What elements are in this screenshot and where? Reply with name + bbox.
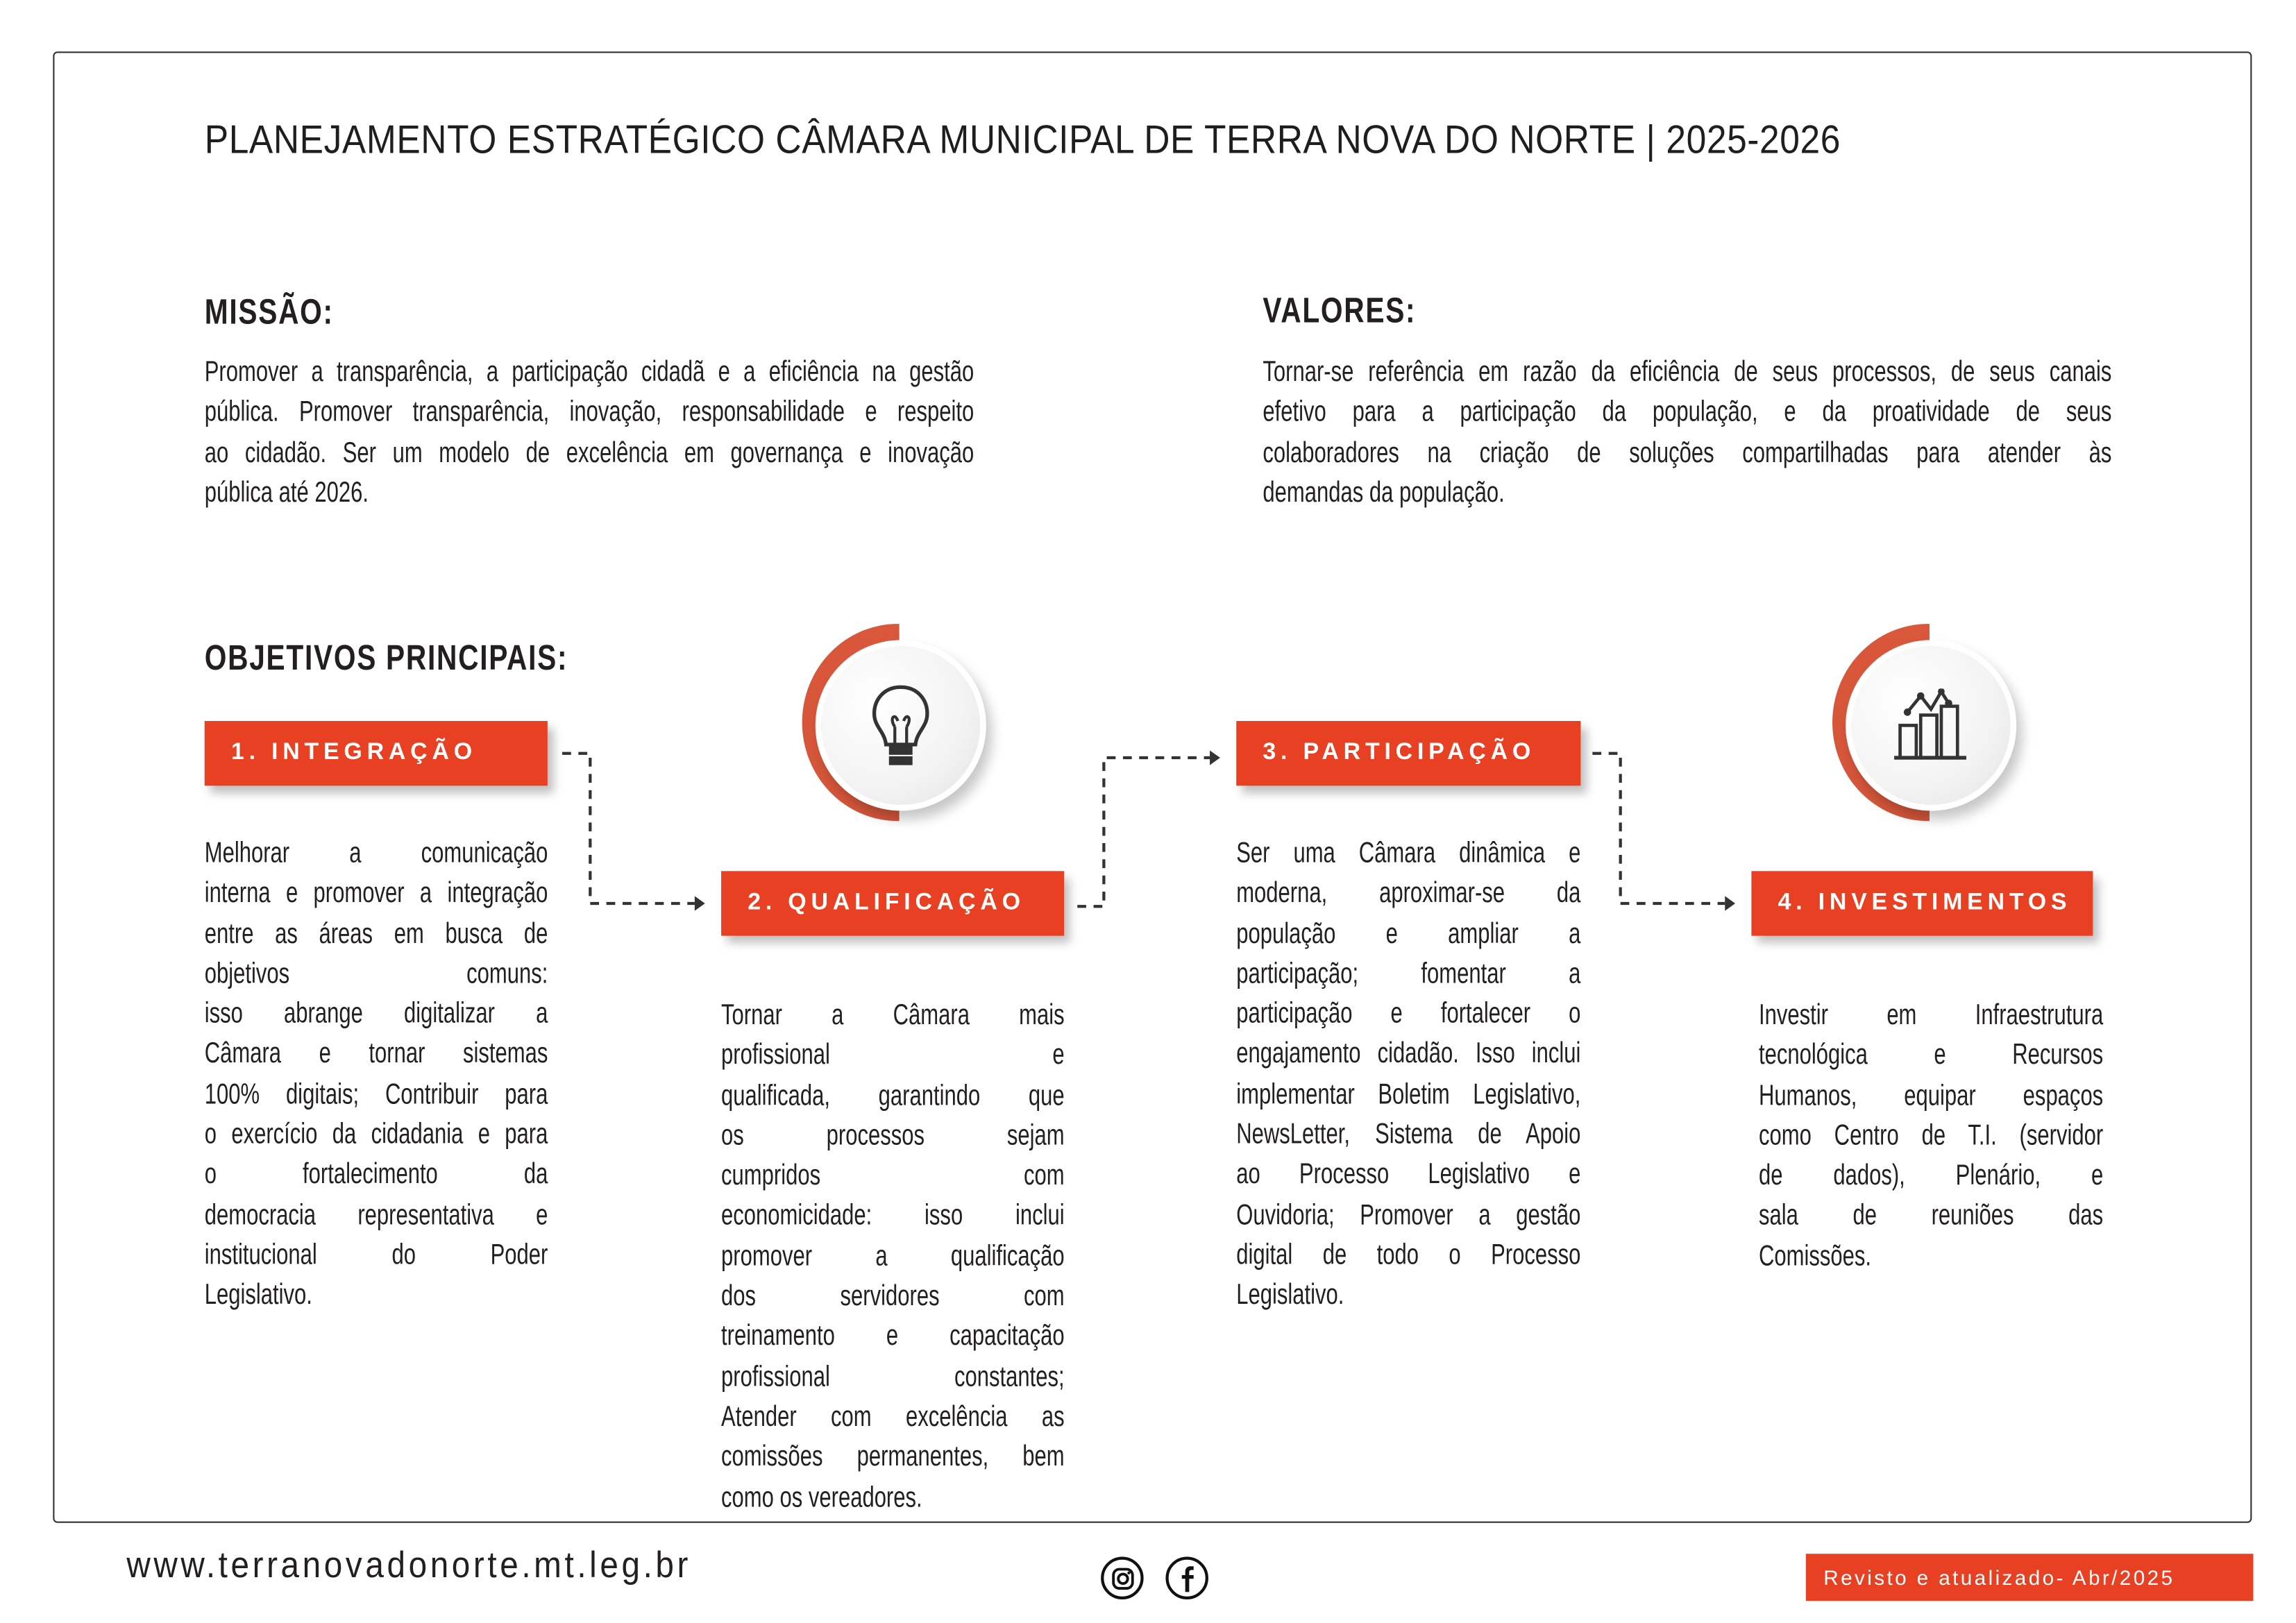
text-line: Comissões. <box>1758 1240 1872 1273</box>
connector-1-2 <box>562 751 695 906</box>
text-line: pública. Promover transparência, inovaçã… <box>204 396 974 429</box>
text-line: Tornar-se referência em razão da eficiên… <box>1263 356 2112 389</box>
text-line: os processos sejam <box>721 1119 1065 1153</box>
text-line: Legislativo. <box>1236 1279 1344 1311</box>
text-line: objetivos comuns: <box>204 958 548 990</box>
objective-3-label: 3. PARTICIPAÇÃO <box>1236 721 1581 786</box>
text-line: entre as áreas em busca de <box>204 917 548 950</box>
text-line: institucional do Poder <box>204 1239 548 1272</box>
text-line: qualificada, garantindo que <box>721 1079 1065 1112</box>
text-line: Investir em Infraestrutura <box>1758 999 2104 1032</box>
text-line: isso abrange digitalizar a <box>204 998 548 1030</box>
text-line: moderna, aproximar-se da <box>1236 877 1581 910</box>
missao-text: Promover a transparência, a participação… <box>205 353 974 514</box>
text-line: treinamento e capacitação <box>721 1320 1065 1353</box>
arrow-head-icon <box>694 896 705 911</box>
arrow-head-icon <box>1725 896 1736 911</box>
text-line: Atender com excelência as <box>721 1400 1065 1434</box>
text-line: democracia representativa e <box>204 1198 548 1232</box>
objective-2-text: Tornar a Câmara mais profissional e qualif… <box>721 996 1065 1518</box>
arrow-head-icon <box>1210 750 1220 765</box>
text-line: 100% digitais; Contribuir para <box>204 1078 548 1111</box>
objetivos-heading: OBJETIVOS PRINCIPAIS: <box>204 638 568 679</box>
text-line: ao cidadão. Ser um modelo de excelência … <box>204 436 974 469</box>
text-line: NewsLetter, Sistema de Apoio <box>1236 1118 1581 1151</box>
text-line: Câmara e tornar sistemas <box>204 1037 548 1071</box>
text-line: interna e promover a integração <box>204 877 548 910</box>
valores-text: Tornar-se referência em razão da eficiên… <box>1263 353 2111 514</box>
text-line: efetivo para a participação da população… <box>1263 396 2112 429</box>
text-line: o fortalecimento da <box>204 1158 548 1191</box>
text-line: Humanos, equipar espaços <box>1758 1079 2104 1112</box>
text-line: como Centro de T.I. (servidor <box>1758 1119 2104 1153</box>
text-line: como os vereadores. <box>721 1481 922 1514</box>
text-line: Promover a transparência, a participação… <box>204 356 974 389</box>
bar-chart-growth-icon <box>1894 688 1966 760</box>
website-link[interactable]: www.terranovadonorte.mt.leg.br <box>126 1545 692 1586</box>
text-line: população e ampliar a <box>1236 917 1581 950</box>
icon-circle <box>1846 640 2017 811</box>
text-line: participação; fomentar a <box>1236 958 1581 990</box>
text-line: implementar Boletim Legislativo, <box>1236 1078 1581 1111</box>
lightbulb-icon <box>872 685 929 765</box>
missao-heading: MISSÃO: <box>204 292 334 333</box>
text-line: colaboradores na criação de soluções com… <box>1263 436 2112 469</box>
text-line: digital de todo o Processo <box>1236 1239 1581 1272</box>
text-line: cumpridos com <box>721 1159 1065 1193</box>
text-line: Tornar a Câmara mais <box>721 999 1065 1032</box>
text-line: sala de reuniões das <box>1758 1200 2104 1232</box>
objective-4-label: 4. INVESTIMENTOS <box>1751 871 2093 936</box>
text-line: ao Processo Legislativo e <box>1236 1158 1581 1191</box>
text-line: demandas da população. <box>1263 476 1505 509</box>
text-line: tecnológica e Recursos <box>1758 1039 2104 1072</box>
icon-circle <box>815 640 986 811</box>
text-line: economicidade: isso inclui <box>721 1200 1065 1232</box>
connector-3-4 <box>1592 751 1725 906</box>
text-line: de dados), Plenário, e <box>1758 1159 2104 1193</box>
revision-badge: Revisto e atualizado- Abr/2025 <box>1805 1554 2254 1601</box>
text-line: profissional e <box>721 1039 1065 1072</box>
objective-3-text: Ser uma Câmara dinâmica e moderna, aproxi… <box>1236 834 1580 1316</box>
objective-1-text: Melhorar a comunicação interna e promover… <box>205 834 548 1316</box>
text-line: comissões permanentes, bem <box>721 1441 1065 1474</box>
objective-1-label: 1. INTEGRAÇÃO <box>204 721 548 786</box>
page-title: PLANEJAMENTO ESTRATÉGICO CÂMARA MUNICIPA… <box>204 117 1841 162</box>
text-line: promover a qualificação <box>721 1240 1065 1273</box>
objective-2-label: 2. QUALIFICAÇÃO <box>721 871 1065 936</box>
text-line: Legislativo. <box>204 1279 312 1311</box>
text-line: participação e fortalecer o <box>1236 998 1581 1030</box>
text-line: Melhorar a comunicação <box>204 837 548 870</box>
instagram-icon[interactable] <box>1101 1556 1144 1599</box>
content-frame <box>53 51 2252 1523</box>
text-line: dos servidores com <box>721 1280 1065 1313</box>
text-line: Ser uma Câmara dinâmica e <box>1236 837 1581 870</box>
text-line: o exercício da cidadania e para <box>204 1118 548 1151</box>
facebook-icon[interactable] <box>1165 1556 1208 1599</box>
lightbulb-badge <box>802 624 997 822</box>
connector-2-3 <box>1077 756 1210 908</box>
text-line: profissional constantes; <box>721 1360 1065 1393</box>
objective-4-text: Investir em Infraestrutura tecnológica e … <box>1759 996 2103 1277</box>
text-line: Ouvidoria; Promover a gestão <box>1236 1198 1581 1232</box>
text-line: pública até 2026. <box>204 476 369 509</box>
valores-heading: VALORES: <box>1263 291 1417 332</box>
investment-badge <box>1832 624 2027 822</box>
text-line: engajamento cidadão. Isso inclui <box>1236 1037 1581 1071</box>
